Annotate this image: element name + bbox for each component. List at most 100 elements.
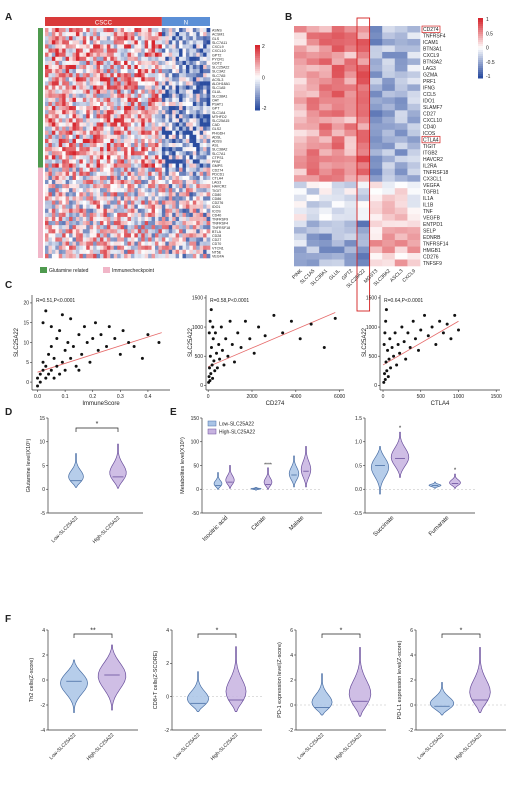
heatmap-a-cell [48,93,53,99]
heatmap-a-cell [96,245,101,251]
heatmap-b-cell [369,259,383,267]
heatmap-a-cell [58,188,63,193]
heatmap-a-cell [196,126,200,131]
heatmap-a-cell [203,229,207,234]
heatmap-a-cell [192,130,197,136]
heatmap-a-cell [141,171,145,177]
heatmap-a-cell [96,200,101,205]
heatmap-a-cell [120,93,125,99]
heatmap-b-cell [319,84,333,92]
heatmap-a-cell [65,241,70,246]
heatmap-a-cell [189,32,194,37]
heatmap-a-cell [110,204,115,210]
heatmap-a-cell [158,64,163,70]
heatmap-a-cell [199,110,204,115]
heatmap-a-cell [96,184,101,189]
heatmap-a-cell [158,52,163,58]
heatmap-a-cell [148,171,152,177]
heatmap-a-cell [199,233,204,238]
gene-label: SLC3A2 [212,70,225,74]
heatmap-a-cell [113,212,118,218]
scale-a-step [255,86,260,89]
heatmap-a-cell [69,216,73,222]
heatmap-a-cell [100,101,104,107]
heatmap-b-cell [331,220,345,228]
gene-label: GPT2 [212,53,221,57]
heatmap-a-cell [185,208,190,214]
heatmap-a-cell [161,60,166,66]
heatmap-a-cell [165,97,170,103]
panel-f-letter: F [5,614,11,625]
heatmap-a-cell [161,241,166,246]
group-label: Low-SLC25A22 [50,515,79,544]
heatmap-a-cell [130,101,135,107]
heatmap-a-cell [124,233,128,238]
heatmap-a-cell [141,64,145,70]
heatmap-a-cell [189,175,194,181]
scatter-point [272,313,276,317]
heatmap-a-cell [103,167,108,173]
heatmap-a-cell [161,147,166,152]
scale-a-step [255,68,260,72]
scatter-point [38,380,42,384]
heatmap-a-cell [161,36,166,41]
heatmap-a-cell [127,155,132,160]
heatmap-a-cell [141,175,145,181]
heatmap-a-cell [203,204,207,210]
heatmap-a-cell [113,52,118,58]
heatmap-a-cell [168,221,173,226]
heatmap-a-cell [69,241,73,246]
heatmap-a-cell [75,241,80,246]
category-label: Succinate [373,515,396,538]
heatmap-a-cell [86,204,90,210]
heatmap-a-cell [89,159,94,164]
heatmap-b-cell [294,129,307,137]
heatmap-a-cell [45,253,49,259]
heatmap-a-cell [137,196,142,201]
heatmap-a-cell [130,212,135,218]
heatmap-a-cell [172,221,176,226]
heatmap-a-cell [168,40,173,45]
heatmap-a-cell [127,212,132,218]
heatmap-a-cell [206,36,211,41]
heatmap-a-cell [130,44,135,49]
heatmap-a-cell [120,208,125,214]
heatmap-a-cell [69,175,73,181]
scatter-point [96,348,100,352]
heatmap-a-cell [120,40,125,45]
heatmap-a-cell [151,97,156,103]
heatmap-a-cell [130,97,135,103]
heatmap-b-cell [319,162,333,170]
heatmap-b-cell [319,97,333,105]
heatmap-a-cell [45,155,49,160]
heatmap-b-cell [394,103,408,111]
heatmap-b-cell [319,142,333,150]
heatmap-a-cell [165,126,170,131]
heatmap-b-cell [369,168,383,176]
heatmap-a-cell [199,200,204,205]
heatmap-a-cell [113,56,118,62]
heatmap-a-cell [185,245,190,251]
heatmap-a-cell [175,138,180,144]
y-tick-label: -50 [192,511,199,517]
scatter-point [219,325,223,329]
heatmap-a-cell [86,233,90,238]
heatmap-a-cell [199,106,204,111]
heatmap-a-cell [55,110,60,115]
scale-a-step [255,51,260,55]
heatmap-a-cell [127,36,132,41]
heatmap-b-cell [407,116,421,124]
heatmap-a-cell [82,147,87,152]
heatmap-a-cell [182,126,187,131]
scatter-point [99,333,103,337]
heatmap-a-cell [165,221,170,226]
heatmap-a-cell [161,184,166,189]
heatmap-a-cell [75,52,80,58]
heatmap-b-cell [319,246,333,254]
heatmap-a-cell [103,212,108,218]
heatmap-a-cell [179,192,183,197]
heatmap-a-cell [62,221,66,226]
heatmap-b-cell [294,97,307,105]
heatmap-a-cell [89,196,94,201]
heatmap-a-cell [72,114,77,119]
